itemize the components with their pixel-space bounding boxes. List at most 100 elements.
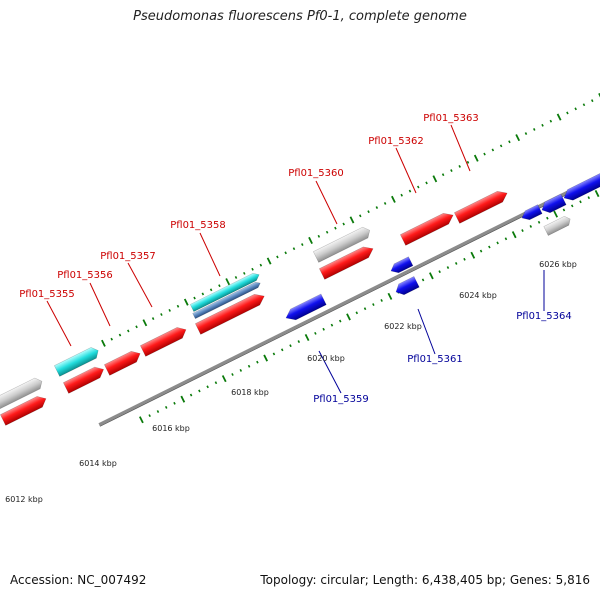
outer-tick-track-tick bbox=[183, 298, 189, 306]
accession-text: Accession: NC_007492 bbox=[10, 573, 147, 587]
outer-tick-track-tick bbox=[483, 152, 486, 156]
rna-feature-left[interactable] bbox=[0, 376, 45, 413]
gene-cds-5358[interactable] bbox=[194, 291, 267, 335]
scale-label: 6014 kbp bbox=[79, 459, 117, 468]
inner-tick-track-tick bbox=[529, 225, 533, 228]
outer-tick-track-tick bbox=[176, 304, 180, 308]
highlight-feature-5355[interactable] bbox=[53, 345, 101, 377]
outer-tick-track-tick bbox=[349, 216, 355, 224]
outer-tick-track-tick bbox=[127, 329, 130, 333]
outer-tick-track-tick bbox=[317, 234, 321, 238]
inner-tick-track-tick bbox=[322, 327, 325, 331]
outer-tick-track-tick bbox=[342, 222, 345, 226]
gene-cds-5363[interactable] bbox=[453, 188, 509, 224]
highlight-feature-5358[interactable] bbox=[189, 271, 261, 312]
inner-tick-track-tick bbox=[421, 278, 425, 282]
outer-tick-track-tick bbox=[566, 111, 569, 115]
outer-tick-track-tick bbox=[499, 144, 503, 148]
scale-label: 6024 kbp bbox=[459, 291, 497, 300]
outer-tick-track-tick bbox=[142, 319, 148, 327]
scale-label: 6018 kbp bbox=[231, 388, 269, 397]
gene-cds-left[interactable] bbox=[0, 393, 48, 426]
outer-tick-track-tick bbox=[533, 127, 536, 131]
inner-tick-track-tick bbox=[562, 208, 566, 212]
gene-cds-5361a[interactable] bbox=[389, 256, 414, 276]
gene-leader-line bbox=[89, 282, 111, 327]
inner-tick-track-tick bbox=[139, 416, 144, 424]
inner-tick-track-tick bbox=[346, 313, 351, 321]
outer-tick-track-tick bbox=[168, 308, 171, 312]
outer-tick-track-tick bbox=[574, 107, 577, 111]
inner-tick-track-tick bbox=[387, 292, 393, 300]
inner-tick-track-tick bbox=[463, 257, 466, 261]
outer-tick-track-tick bbox=[292, 247, 296, 251]
gene-cds-5364b[interactable] bbox=[539, 193, 567, 215]
outer-tick-track-tick bbox=[400, 193, 403, 197]
outer-tick-track-tick bbox=[225, 278, 231, 286]
gene-cds-5355[interactable] bbox=[62, 364, 106, 394]
gene-label: Pfl01_5359 bbox=[313, 394, 369, 405]
outer-tick-track-tick bbox=[301, 243, 304, 247]
gene-cds-5359[interactable] bbox=[283, 293, 327, 323]
inner-tick-track-tick bbox=[164, 405, 168, 409]
gene-label: Pfl01_5360 bbox=[288, 168, 344, 179]
gene-label: Pfl01_5357 bbox=[100, 251, 156, 262]
scale-label: 6012 kbp bbox=[5, 495, 43, 504]
scale-label: 6016 kbp bbox=[152, 424, 190, 433]
outer-tick-track-tick bbox=[441, 173, 445, 177]
genome-summary-text: Topology: circular; Length: 6,438,405 bp… bbox=[260, 573, 590, 587]
outer-tick-track-tick bbox=[582, 103, 586, 107]
gene-cds-5364c[interactable] bbox=[561, 170, 600, 203]
rna-feature-5360[interactable] bbox=[312, 225, 372, 263]
outer-tick-track-tick bbox=[591, 99, 594, 103]
outer-tick-track-tick bbox=[276, 255, 279, 259]
inner-tick-track-tick bbox=[189, 393, 193, 397]
inner-tick-track-tick bbox=[289, 344, 292, 348]
inner-tick-track-tick bbox=[429, 272, 434, 280]
outer-tick-track-tick bbox=[151, 317, 155, 321]
outer-tick-track-tick bbox=[473, 154, 479, 162]
inner-tick-track-tick bbox=[330, 323, 334, 327]
inner-tick-track-tick bbox=[256, 360, 259, 364]
gene-label: Pfl01_5361 bbox=[407, 354, 463, 365]
outer-tick-track-tick bbox=[458, 165, 461, 168]
gene-cds-5364a[interactable] bbox=[520, 204, 543, 223]
inner-tick-track-tick bbox=[198, 389, 201, 393]
gene-label: Pfl01_5362 bbox=[368, 136, 424, 147]
scale-label: 6026 kbp bbox=[539, 260, 577, 269]
outer-tick-track-tick bbox=[325, 230, 329, 234]
gene-cds-5356[interactable] bbox=[103, 348, 142, 376]
map-title: Pseudomonas fluorescens Pf0-1, complete … bbox=[133, 9, 467, 24]
gene-cds-5357[interactable] bbox=[139, 324, 188, 357]
outer-tick-track-tick bbox=[515, 134, 521, 142]
outer-tick-track-tick bbox=[110, 337, 113, 341]
inner-tick-track-tick bbox=[504, 237, 508, 241]
inner-tick-track-tick bbox=[221, 375, 227, 383]
outer-tick-track-tick bbox=[359, 214, 362, 218]
rna-feature-5364[interactable] bbox=[543, 215, 573, 236]
outer-tick-track-tick bbox=[541, 123, 544, 127]
rna-feature-5358[interactable] bbox=[192, 280, 262, 320]
gene-cds-5360[interactable] bbox=[318, 243, 375, 280]
inner-tick-track-tick bbox=[579, 200, 582, 204]
outer-tick-track-tick bbox=[135, 325, 138, 329]
outer-tick-track-tick bbox=[259, 263, 263, 267]
inner-tick-track-tick bbox=[454, 262, 458, 265]
inner-tick-track-tick bbox=[470, 251, 476, 259]
scale-label: 6022 kbp bbox=[384, 322, 422, 331]
gene-leader-line bbox=[450, 124, 471, 172]
gene-leader-line bbox=[417, 308, 436, 355]
gene-label: Pfl01_5364 bbox=[516, 311, 572, 322]
gene-cds-5361b[interactable] bbox=[393, 276, 420, 297]
inner-tick-track-tick bbox=[511, 231, 517, 239]
outer-tick-track-tick bbox=[209, 288, 213, 292]
outer-tick-track-tick bbox=[160, 313, 163, 316]
outer-tick-track-tick bbox=[334, 226, 337, 230]
gene-label: Pfl01_5356 bbox=[57, 270, 113, 281]
inner-tick-track-tick bbox=[263, 354, 269, 362]
outer-tick-track-tick bbox=[549, 119, 553, 123]
gene-cds-5362[interactable] bbox=[399, 210, 455, 246]
inner-tick-track-tick bbox=[214, 381, 218, 385]
inner-tick-track-tick bbox=[314, 331, 317, 335]
outer-tick-track-tick bbox=[101, 339, 106, 347]
